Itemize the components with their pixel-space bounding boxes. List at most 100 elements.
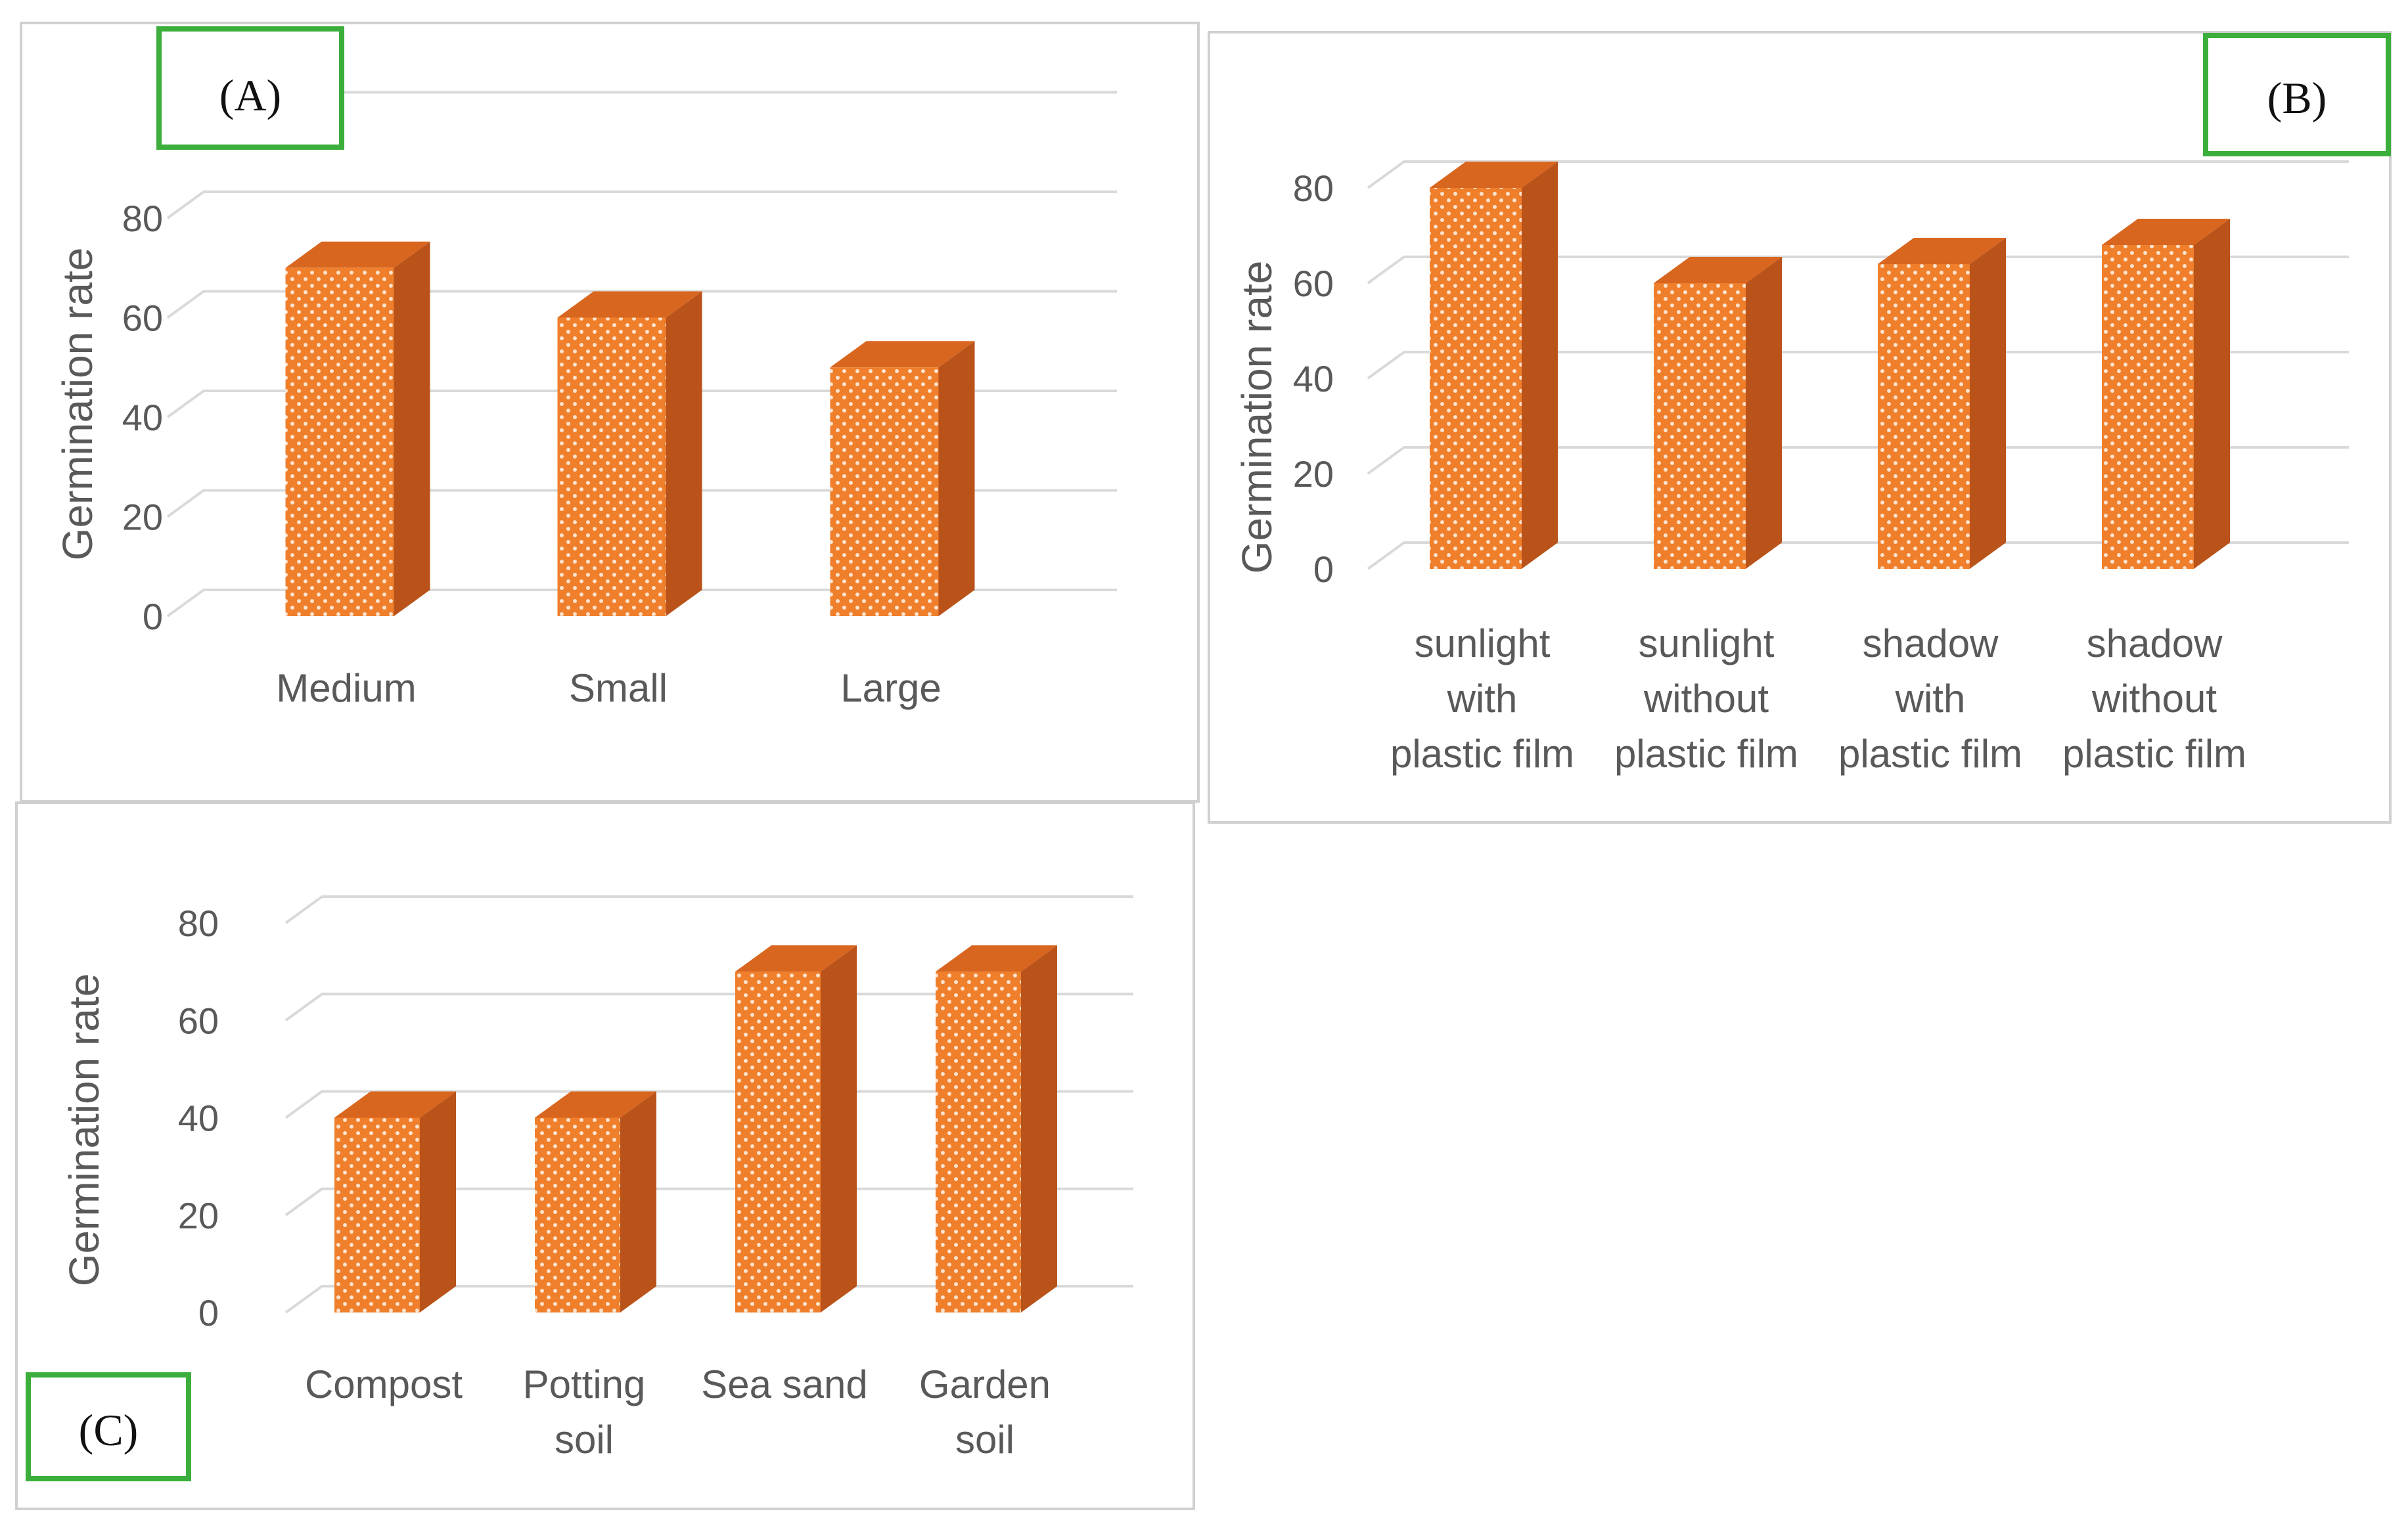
y-tick-label: 60 xyxy=(122,298,163,339)
gridline xyxy=(284,1285,1133,1314)
y-tick-labels: 0 20 40 60 80 xyxy=(122,198,163,637)
bar-side xyxy=(2194,219,2230,569)
bar xyxy=(285,241,430,616)
gridline xyxy=(284,895,1133,924)
bar-front xyxy=(285,267,394,616)
gridline xyxy=(284,1090,1133,1119)
bar-side xyxy=(1970,238,2006,569)
bar-side xyxy=(1021,945,1057,1312)
y-tick-label: 80 xyxy=(1293,168,1334,209)
bar-side xyxy=(620,1091,656,1312)
category-label: Garden soil xyxy=(919,1362,1051,1462)
bar-side xyxy=(938,341,975,616)
bar-top xyxy=(936,945,1057,972)
panel-tag-c: (C) xyxy=(79,1405,139,1455)
bar-front xyxy=(830,367,939,616)
category-label: Medium xyxy=(276,666,416,710)
bars xyxy=(1430,162,2230,569)
bar-top xyxy=(535,1091,656,1118)
bar-front xyxy=(2102,245,2194,569)
bar-side xyxy=(394,241,430,616)
bar-front xyxy=(557,317,666,616)
gridline xyxy=(1367,160,2349,189)
category-labels: Medium Small Large xyxy=(276,666,941,710)
gridlines xyxy=(1367,160,2349,570)
y-tick-label: 20 xyxy=(178,1195,219,1236)
gridline xyxy=(1367,541,2349,570)
category-label: sunlight with plastic film xyxy=(1390,621,1574,776)
gridline xyxy=(166,190,1117,219)
y-tick-label: 80 xyxy=(122,198,163,239)
chart-panel-c: 0 20 40 60 80 Compost Potting soil Sea sand Gard… xyxy=(15,801,1195,1510)
y-tick-label: 20 xyxy=(122,497,163,538)
bar-side xyxy=(1746,257,1782,569)
bar-front xyxy=(1654,283,1746,569)
category-label: Compost xyxy=(305,1362,463,1406)
y-tick-label: 40 xyxy=(122,397,163,438)
bar-front xyxy=(334,1117,420,1312)
panel-tag-b: (B) xyxy=(2267,73,2327,123)
bar-top xyxy=(830,341,975,368)
bar-top xyxy=(334,1091,456,1118)
y-tick-label: 20 xyxy=(1293,453,1334,495)
bar-side xyxy=(666,291,702,616)
bar xyxy=(557,291,702,616)
bar-side xyxy=(420,1091,456,1312)
y-tick-label: 0 xyxy=(1313,549,1334,590)
y-tick-label: 60 xyxy=(178,1000,219,1041)
bar xyxy=(936,945,1057,1312)
y-tick-label: 40 xyxy=(178,1098,219,1139)
bar-front xyxy=(936,972,1021,1312)
y-tick-label: 0 xyxy=(143,596,163,637)
panel-tag-frame xyxy=(2203,33,2391,156)
y-axis-title: Germination rate xyxy=(1233,261,1281,574)
y-axis-title: Germination rate xyxy=(54,248,101,561)
bar xyxy=(1430,162,1558,569)
gridline xyxy=(1367,446,2349,475)
category-label: Small xyxy=(569,666,668,710)
category-label: Large xyxy=(840,666,941,710)
bar xyxy=(1654,257,1782,569)
panel-tag-frame xyxy=(26,1372,191,1481)
gridline xyxy=(1367,256,2349,284)
y-tick-labels: 0 20 40 60 80 xyxy=(178,903,219,1334)
category-labels: sunlight with plastic film sunlight without p… xyxy=(1390,621,2246,776)
gridline xyxy=(166,489,1117,518)
chart-panel-a: 0 20 40 60 80 Medium Small Large Germination r… xyxy=(20,22,1200,803)
gridline xyxy=(166,390,1117,418)
gridline xyxy=(284,993,1133,1021)
bar-top xyxy=(1654,257,1782,283)
bar-side xyxy=(821,945,857,1312)
bar-side xyxy=(1522,162,1558,569)
bar-top xyxy=(1878,238,2006,264)
bars xyxy=(285,241,975,616)
bar-top xyxy=(1430,162,1558,188)
y-tick-label: 40 xyxy=(1293,358,1334,399)
bar-top xyxy=(2102,219,2230,245)
category-labels: Compost Potting soil Sea sand Garden soil xyxy=(305,1362,1051,1462)
bar-top xyxy=(735,945,857,972)
bar-top xyxy=(285,241,430,268)
bar-front xyxy=(1430,188,1522,569)
y-tick-label: 80 xyxy=(178,903,219,944)
gridline xyxy=(1367,351,2349,380)
gridline xyxy=(166,290,1117,319)
y-tick-label: 60 xyxy=(1293,263,1334,304)
y-tick-labels: 0 20 40 60 80 xyxy=(1293,168,1334,590)
bar xyxy=(2102,219,2230,569)
gridline xyxy=(166,589,1117,617)
bar xyxy=(830,341,975,616)
category-label: Sea sand xyxy=(701,1362,868,1406)
y-tick-label: 0 xyxy=(198,1292,219,1334)
bar xyxy=(735,945,857,1312)
bar-front xyxy=(535,1117,620,1312)
bar xyxy=(1878,238,2006,569)
bar xyxy=(535,1091,656,1312)
category-label: sunlight without plastic film xyxy=(1614,621,1798,776)
category-label: shadow without plastic film xyxy=(2062,621,2246,776)
bars xyxy=(334,945,1057,1312)
bar-front xyxy=(1878,264,1970,569)
panel-tag-frame xyxy=(156,26,344,150)
